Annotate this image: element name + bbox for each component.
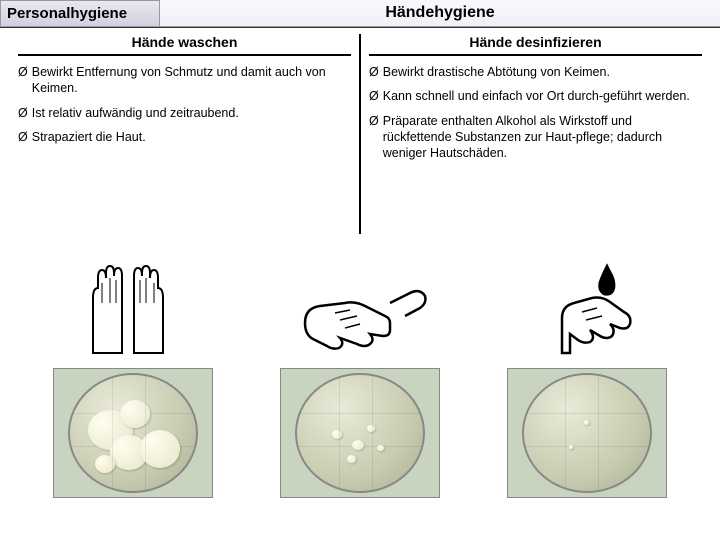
header-bar: Personalhygiene Händehygiene <box>0 0 720 28</box>
bacteria-colony <box>377 445 384 451</box>
header-category: Personalhygiene <box>0 0 160 27</box>
bacteria-colony <box>332 430 342 439</box>
petri-dish-washed <box>280 368 440 498</box>
bacteria-colony <box>569 445 573 449</box>
wash-bullets: Ø Bewirkt Entfernung von Schmutz und dam… <box>18 56 351 145</box>
bacteria-colony <box>140 430 180 468</box>
column-wash-title: Hände waschen <box>18 34 351 56</box>
bullet-text: Bewirkt drastische Abtötung von Keimen. <box>383 64 610 80</box>
washing-hands-icon <box>295 268 435 358</box>
petri-dish-row <box>0 358 720 498</box>
disinfect-drop-icon <box>552 258 642 358</box>
disinfect-bullets: Ø Bewirkt drastische Abtötung von Keimen… <box>369 56 702 161</box>
bullet-icon: Ø <box>369 64 379 80</box>
bullet-text: Präparate enthalten Alkohol als Wirkstof… <box>383 113 702 162</box>
comparison-columns: Hände waschen Ø Bewirkt Entfernung von S… <box>0 28 720 248</box>
bacteria-colony <box>120 400 150 428</box>
bullet-item: Ø Präparate enthalten Alkohol als Wirkst… <box>369 113 702 162</box>
column-disinfect-title: Hände desinfizieren <box>369 34 702 56</box>
bullet-icon: Ø <box>18 105 28 121</box>
bullet-text: Kann schnell und einfach vor Ort durch-g… <box>383 88 690 104</box>
bullet-icon: Ø <box>369 88 379 104</box>
bullet-text: Bewirkt Entfernung von Schmutz und damit… <box>32 64 351 97</box>
bullet-icon: Ø <box>18 129 28 145</box>
bullet-item: Ø Ist relativ aufwändig und zeitraubend. <box>18 105 351 121</box>
bullet-item: Ø Kann schnell und einfach vor Ort durch… <box>369 88 702 104</box>
column-disinfect: Hände desinfizieren Ø Bewirkt drastische… <box>361 34 710 248</box>
column-wash: Hände waschen Ø Bewirkt Entfernung von S… <box>10 34 359 248</box>
bullet-text: Ist relativ aufwändig und zeitraubend. <box>32 105 239 121</box>
bullet-item: Ø Bewirkt Entfernung von Schmutz und dam… <box>18 64 351 97</box>
bullet-icon: Ø <box>369 113 379 162</box>
bacteria-colony <box>347 455 356 463</box>
bacteria-colony <box>352 440 364 450</box>
petri-dish-disinfected <box>507 368 667 498</box>
bullet-icon: Ø <box>18 64 28 97</box>
bullet-text: Strapaziert die Haut. <box>32 129 146 145</box>
bacteria-colony <box>584 420 589 425</box>
icon-row <box>0 248 720 358</box>
petri-dish-unwashed <box>53 368 213 498</box>
hands-up-icon <box>78 258 178 358</box>
bullet-item: Ø Strapaziert die Haut. <box>18 129 351 145</box>
bacteria-colony <box>367 425 375 432</box>
bacteria-colony <box>95 455 115 473</box>
bullet-item: Ø Bewirkt drastische Abtötung von Keimen… <box>369 64 702 80</box>
header-title: Händehygiene <box>160 0 720 27</box>
